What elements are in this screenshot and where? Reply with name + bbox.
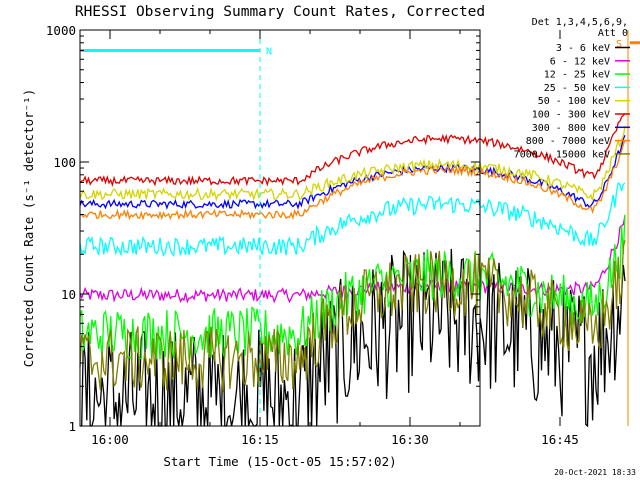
series-line-9-a: [79, 240, 626, 393]
series-line-4-a: [79, 181, 626, 258]
legend-label-7: 300 - 800 keV: [532, 123, 610, 134]
y-tick-label: 100: [53, 155, 76, 170]
legend-label-1: 3 - 6 keV: [556, 43, 610, 54]
x-tick-label: 16:45: [541, 432, 579, 447]
series-line-8-a: [79, 139, 626, 221]
legend-label-8: 800 - 7000 keV: [526, 136, 610, 147]
x-tick-label: 16:00: [91, 432, 129, 447]
chart-title: RHESSI Observing Summary Count Rates, Co…: [75, 4, 485, 20]
legend-label-5: 50 - 100 keV: [538, 96, 610, 107]
legend-label-3: 12 - 25 keV: [544, 70, 610, 81]
annotation-layer: NS: [80, 30, 640, 426]
legend-label-4: 25 - 50 keV: [544, 83, 610, 94]
night-label: N: [266, 46, 272, 57]
x-axis-label: Start Time (15-Oct-05 15:57:02): [163, 454, 396, 469]
series-line-7-a: [79, 135, 626, 210]
legend-label-6: 100 - 300 keV: [532, 110, 610, 121]
legend: Det 1,3,4,5,6,9,Att 0 3 - 6 keV 6 - 12 keV…: [514, 17, 630, 160]
series-line-6-a: [79, 113, 626, 188]
saa-label: S: [616, 39, 622, 50]
y-tick-label: 1000: [46, 23, 76, 38]
axis-layer: 16:0016:1516:3016:4517:0017:1517:3011010…: [46, 23, 579, 447]
y-tick-label: 10: [61, 287, 76, 302]
legend-label-2: 6 - 12 keV: [550, 56, 610, 67]
legend-label-9: 7000 - 15000 keV: [514, 149, 610, 160]
series-line-5-a: [79, 125, 626, 202]
y-tick-label: 1: [68, 419, 76, 434]
data-layer: [79, 113, 626, 428]
x-tick-label: 16:15: [241, 432, 279, 447]
x-tick-label: 16:30: [391, 432, 429, 447]
legend-header-line-1: Det 1,3,4,5,6,9,: [532, 17, 628, 28]
plot-frame: [79, 29, 481, 427]
series-line-1-a: [80, 248, 626, 428]
footer-timestamp: 20-Oct-2021 18:33: [554, 468, 636, 477]
legend-header-line-2: Att 0: [598, 28, 628, 39]
y-axis-label: Corrected Count Rate (s⁻¹ detector⁻¹): [21, 89, 36, 367]
